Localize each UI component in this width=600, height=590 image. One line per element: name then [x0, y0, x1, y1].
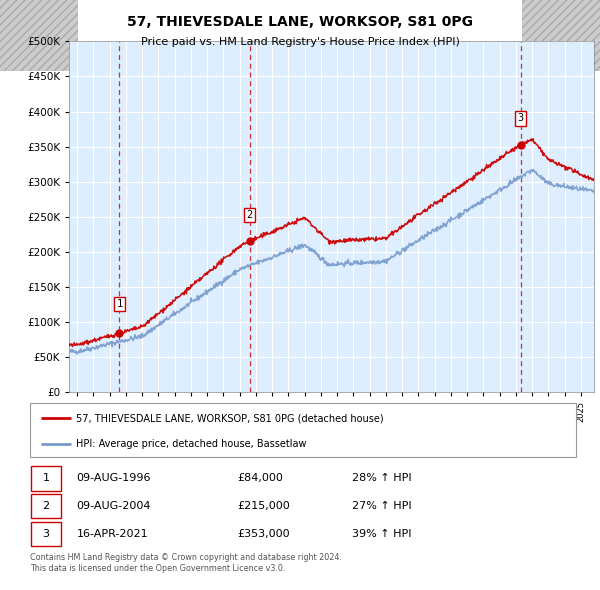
Text: £215,000: £215,000 [238, 502, 290, 511]
Text: 1: 1 [116, 299, 122, 309]
Text: 16-APR-2021: 16-APR-2021 [76, 529, 148, 539]
Text: 57, THIEVESDALE LANE, WORKSOP, S81 0PG (detached house): 57, THIEVESDALE LANE, WORKSOP, S81 0PG (… [76, 413, 384, 423]
Text: Contains HM Land Registry data © Crown copyright and database right 2024.
This d: Contains HM Land Registry data © Crown c… [30, 553, 342, 573]
Text: HPI: Average price, detached house, Bassetlaw: HPI: Average price, detached house, Bass… [76, 439, 307, 448]
Text: £353,000: £353,000 [238, 529, 290, 539]
Bar [31, 522, 61, 546]
Text: £84,000: £84,000 [238, 473, 283, 483]
Text: 3: 3 [518, 113, 524, 123]
Text: 27% ↑ HPI: 27% ↑ HPI [352, 502, 412, 511]
Text: 28% ↑ HPI: 28% ↑ HPI [352, 473, 412, 483]
Text: 2: 2 [43, 502, 50, 511]
Text: 39% ↑ HPI: 39% ↑ HPI [352, 529, 412, 539]
Bar [31, 494, 61, 519]
Bar [31, 466, 61, 490]
Text: 2: 2 [247, 211, 253, 220]
Text: 09-AUG-2004: 09-AUG-2004 [76, 502, 151, 511]
Bar [522, 0, 600, 71]
Text: 1: 1 [43, 473, 50, 483]
Text: 57, THIEVESDALE LANE, WORKSOP, S81 0PG: 57, THIEVESDALE LANE, WORKSOP, S81 0PG [127, 15, 473, 29]
Text: Price paid vs. HM Land Registry's House Price Index (HPI): Price paid vs. HM Land Registry's House … [140, 37, 460, 47]
Text: 3: 3 [43, 529, 50, 539]
Bar [0, 0, 78, 71]
Text: 09-AUG-1996: 09-AUG-1996 [76, 473, 151, 483]
